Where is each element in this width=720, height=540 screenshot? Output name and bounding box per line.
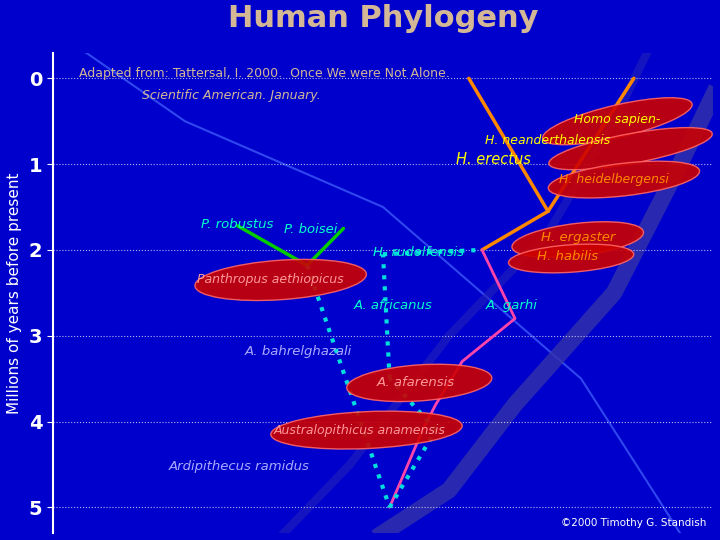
Text: Ardipithecus ramidus: Ardipithecus ramidus bbox=[168, 460, 310, 472]
Text: Homo sapien-: Homo sapien- bbox=[574, 113, 660, 126]
Text: Australopithicus anamensis: Australopithicus anamensis bbox=[274, 423, 446, 437]
Text: Adapted from: Tattersal, I. 2000.  Once We were Not Alone.: Adapted from: Tattersal, I. 2000. Once W… bbox=[78, 67, 449, 80]
Ellipse shape bbox=[347, 364, 492, 402]
Text: P. boisei: P. boisei bbox=[284, 223, 338, 236]
Ellipse shape bbox=[271, 411, 462, 449]
Text: ©2000 Timothy G. Standish: ©2000 Timothy G. Standish bbox=[561, 518, 706, 528]
Text: Scientific American. January.: Scientific American. January. bbox=[142, 89, 320, 102]
Ellipse shape bbox=[508, 244, 634, 273]
Ellipse shape bbox=[195, 259, 366, 300]
Text: Panthropus aethiopicus: Panthropus aethiopicus bbox=[197, 273, 344, 286]
Ellipse shape bbox=[549, 127, 712, 170]
Ellipse shape bbox=[512, 222, 644, 258]
Text: A. africanus: A. africanus bbox=[354, 299, 432, 312]
Text: P. robustus: P. robustus bbox=[202, 218, 274, 231]
Ellipse shape bbox=[543, 98, 692, 145]
Text: H. habilis: H. habilis bbox=[537, 250, 598, 264]
Y-axis label: Millions of years before present: Millions of years before present bbox=[7, 172, 22, 414]
Text: H. rudolfensis: H. rudolfensis bbox=[373, 246, 464, 259]
Text: A. garhi: A. garhi bbox=[485, 299, 537, 312]
Text: H. neanderthalensis: H. neanderthalensis bbox=[485, 133, 611, 146]
Text: H. heidelbergensi: H. heidelbergensi bbox=[559, 173, 669, 186]
Text: Human Phylogeny: Human Phylogeny bbox=[228, 4, 539, 33]
Ellipse shape bbox=[549, 161, 700, 198]
Text: H. ergaster: H. ergaster bbox=[541, 231, 615, 244]
Text: A. bahrelghazali: A. bahrelghazali bbox=[244, 345, 351, 357]
Text: H. erectus: H. erectus bbox=[456, 152, 531, 167]
Text: A. afarensis: A. afarensis bbox=[377, 375, 455, 389]
